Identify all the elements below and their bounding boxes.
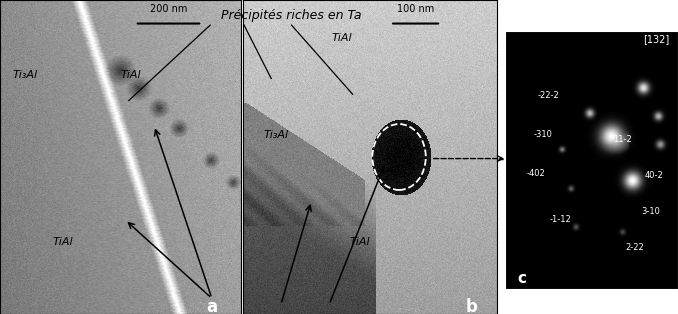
Text: TiAl: TiAl (350, 237, 370, 247)
Text: Précipités riches en Ta: Précipités riches en Ta (221, 9, 362, 22)
Text: 40-2: 40-2 (644, 171, 663, 180)
Text: -310: -310 (534, 130, 553, 139)
Text: 100 nm: 100 nm (397, 4, 434, 14)
Text: a: a (206, 298, 218, 314)
Text: [132]: [132] (643, 34, 669, 44)
Text: TiAl: TiAl (121, 71, 141, 80)
Text: TiAl: TiAl (332, 33, 353, 43)
Text: c: c (517, 271, 526, 286)
Text: b: b (466, 298, 477, 314)
Text: -402: -402 (527, 169, 546, 177)
Text: -1-12: -1-12 (550, 215, 572, 224)
Text: 200 nm: 200 nm (150, 4, 187, 14)
Text: Ti₃Al: Ti₃Al (12, 71, 37, 80)
Text: Ti₃Al: Ti₃Al (263, 130, 288, 140)
Text: TiAl: TiAl (53, 237, 74, 247)
Text: 3-10: 3-10 (641, 207, 660, 216)
Text: -22-2: -22-2 (538, 91, 559, 100)
Text: 11-2: 11-2 (614, 135, 632, 144)
Text: 2-22: 2-22 (625, 243, 644, 252)
